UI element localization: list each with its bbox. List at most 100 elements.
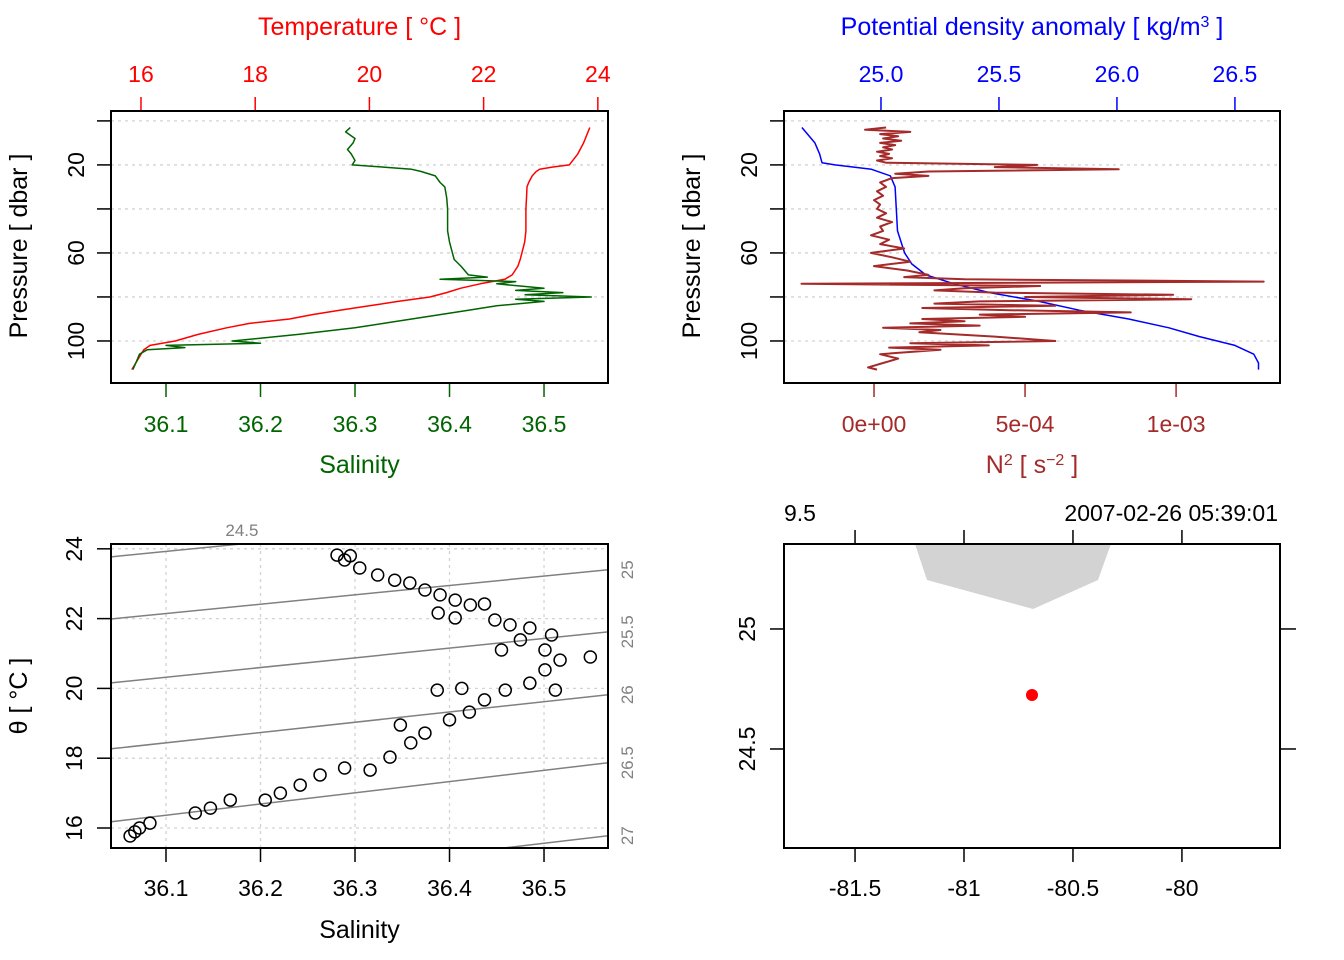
ts-point bbox=[433, 588, 447, 602]
temperature-salinity-profile-panel: 20 60 100 Pressure [ dbar ] 16 18 20 22 24 Temper… bbox=[5, 13, 611, 479]
top-axis-tick-label: 16 bbox=[128, 61, 154, 87]
bottom-axis-title-part: N bbox=[986, 451, 1004, 479]
salinity-tick-label: 36.2 bbox=[238, 875, 283, 901]
land-polygon bbox=[915, 544, 1111, 609]
pressure-tick-label: 20 bbox=[736, 152, 762, 178]
ts-point bbox=[330, 548, 344, 562]
isopycnal-label: 27 bbox=[618, 826, 637, 845]
isopycnal-label: 26 bbox=[618, 685, 637, 704]
theta-tick-label: 20 bbox=[61, 676, 87, 702]
ts-content bbox=[111, 544, 608, 848]
ts-point bbox=[523, 621, 537, 635]
ts-point bbox=[293, 778, 307, 792]
ts-point bbox=[418, 726, 432, 740]
theta-tick-label: 22 bbox=[61, 606, 87, 632]
ts-point bbox=[203, 801, 218, 815]
plot-frame bbox=[110, 110, 609, 384]
isopycnal-line bbox=[111, 762, 608, 823]
isopycnal-label: 25 bbox=[618, 560, 637, 579]
pressure-tick-label: 20 bbox=[63, 152, 89, 178]
ts-point bbox=[387, 573, 402, 587]
bottom-axis-tick-label: 36.1 bbox=[144, 411, 189, 437]
density-buoyancy-profile-panel: 20 60 100 Pressure [ dbar ] 25.0 25.5 26.0 26.5… bbox=[678, 13, 1281, 479]
map-content bbox=[915, 544, 1111, 701]
ts-point bbox=[498, 683, 513, 697]
bottom-axis-title-part: −2 bbox=[1046, 452, 1064, 469]
salinity-tick-label: 36.5 bbox=[522, 875, 567, 901]
ts-point bbox=[553, 653, 567, 667]
ts-point bbox=[513, 633, 528, 647]
station-map-panel: -81.5 -81 -80.5 -80 25 24.5 9.5 2007-02-26 05:3… bbox=[734, 500, 1296, 901]
top-axis-tick-label: 25.0 bbox=[859, 61, 904, 87]
longitude-tick-label: -81 bbox=[947, 875, 980, 901]
ts-point bbox=[128, 825, 142, 839]
ts-diagram-panel: 36.1 36.2 36.3 36.4 36.5 16 18 20 22 24 Salinity θ … bbox=[5, 521, 637, 944]
ts-point bbox=[393, 718, 408, 732]
top-axis-title: Potential density anomaly [ kg/m3 ] bbox=[841, 13, 1224, 41]
plot-frame bbox=[783, 110, 1281, 384]
isopycnal-label: 24.5 bbox=[225, 521, 258, 540]
series-group bbox=[800, 126, 1265, 371]
ts-point bbox=[488, 613, 502, 627]
ts-point bbox=[132, 821, 147, 835]
salinity-tick-label: 36.4 bbox=[427, 875, 472, 901]
latitude-tick-label: 24.5 bbox=[734, 727, 760, 772]
station-marker bbox=[1026, 688, 1038, 701]
station-datetime: 2007-02-26 05:39:01 bbox=[1064, 500, 1278, 526]
ts-point bbox=[188, 806, 203, 820]
top-axis-title-part: Potential density anomaly [ kg/m bbox=[841, 13, 1201, 41]
top-axis-title-part: ] bbox=[1209, 13, 1223, 41]
ts-point bbox=[123, 829, 137, 843]
ts-point bbox=[477, 693, 492, 707]
ts-point bbox=[448, 611, 462, 625]
pressure-tick-label: 100 bbox=[736, 322, 762, 360]
ts-point bbox=[538, 643, 552, 657]
bottom-axis-title: N2 [ s−2 ] bbox=[986, 451, 1078, 479]
longitude-tick-label: -80.5 bbox=[1047, 875, 1099, 901]
ts-point bbox=[544, 628, 559, 642]
pressure-tick-label: 60 bbox=[63, 240, 89, 266]
top-axis-tick-label: 20 bbox=[357, 61, 383, 87]
top-axis-tick-label: 26.5 bbox=[1213, 61, 1258, 87]
ts-point bbox=[431, 606, 445, 620]
top-axis-tick-label: 25.5 bbox=[977, 61, 1022, 87]
ts-point bbox=[548, 683, 563, 697]
ts-point bbox=[494, 643, 509, 657]
pressure-axis-title: Pressure [ dbar ] bbox=[5, 154, 33, 339]
top-axis-title-part: Temperature [ °C ] bbox=[258, 13, 461, 41]
ts-point bbox=[477, 597, 492, 611]
pressure-axis-title: Pressure [ dbar ] bbox=[678, 154, 706, 339]
bottom-axis-tick-label: 5e-04 bbox=[996, 411, 1055, 437]
isopycnal-line bbox=[111, 569, 608, 620]
ts-point bbox=[463, 598, 478, 612]
pressure-tick-label: 60 bbox=[736, 240, 762, 266]
top-axis-title: Temperature [ °C ] bbox=[258, 13, 461, 41]
isopycnal-label: 26.5 bbox=[618, 746, 637, 779]
top-axis-tick-label: 22 bbox=[471, 61, 497, 87]
bottom-axis-tick-label: 36.5 bbox=[522, 411, 567, 437]
theta-tick-label: 18 bbox=[61, 745, 87, 771]
salinity-tick-label: 36.1 bbox=[144, 875, 189, 901]
bottom-axis-title-part: 2 bbox=[1004, 452, 1013, 469]
bottom-axis-tick-label: 36.4 bbox=[427, 411, 472, 437]
ts-point bbox=[223, 793, 238, 807]
bottom-axis-title-part: Salinity bbox=[319, 451, 400, 479]
top-axis-title-part: 3 bbox=[1201, 14, 1210, 31]
theta-tick-label: 16 bbox=[61, 815, 87, 841]
ts-point bbox=[370, 568, 385, 582]
plot-frame bbox=[110, 543, 609, 849]
ts-point bbox=[404, 736, 418, 750]
ts-point bbox=[383, 750, 397, 764]
top-axis-tick-label: 24 bbox=[585, 61, 611, 87]
ts-point bbox=[523, 676, 537, 690]
top-axis-tick-label: 26.0 bbox=[1095, 61, 1140, 87]
ts-point bbox=[442, 713, 457, 727]
isopycnal-line bbox=[111, 693, 608, 750]
isopycnal-label: 25.5 bbox=[618, 615, 637, 648]
bottom-axis-title-part: ] bbox=[1064, 451, 1078, 479]
bottom-axis-profile-line bbox=[132, 126, 593, 370]
isopycnal-line bbox=[497, 834, 608, 848]
isopycnal-line bbox=[111, 631, 608, 684]
ts-point bbox=[403, 576, 417, 590]
ts-point bbox=[363, 763, 377, 777]
